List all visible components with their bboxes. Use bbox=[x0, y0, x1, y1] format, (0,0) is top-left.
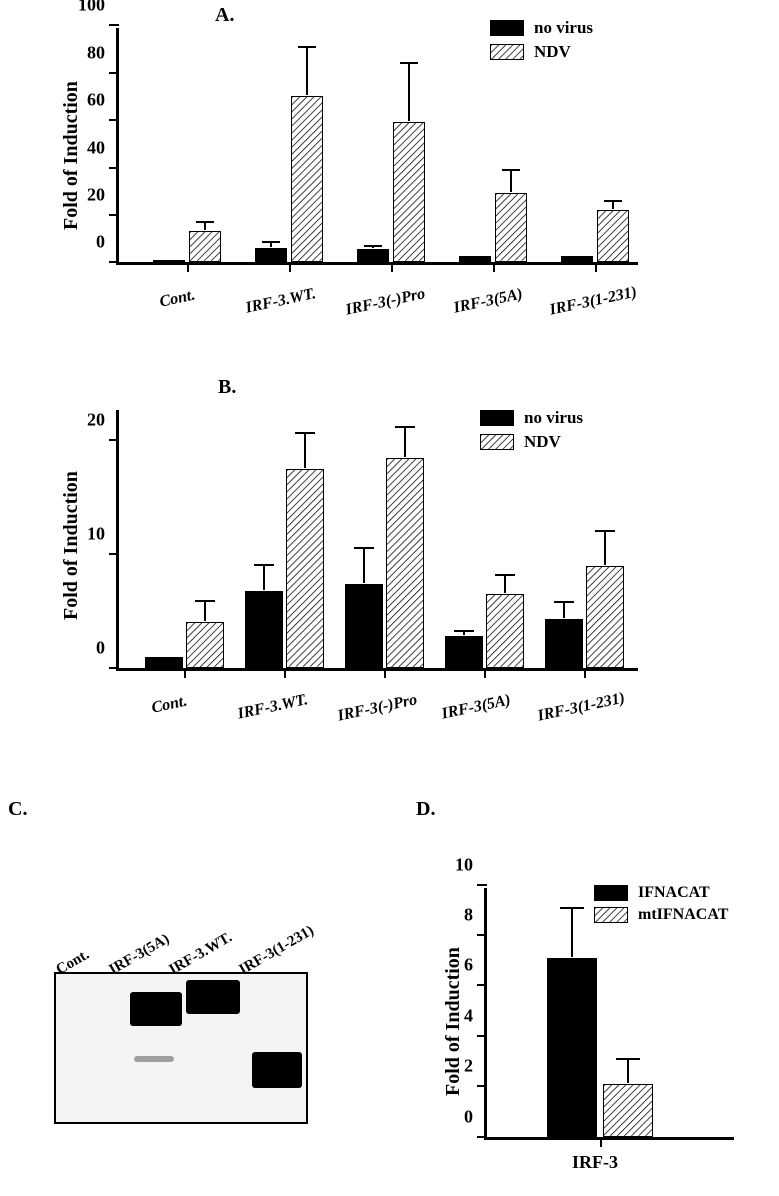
panel-b-chart: 0 10 20 bbox=[116, 410, 638, 671]
bar-5a-novirus bbox=[445, 636, 483, 668]
xlabel: IRF-3(1-231) bbox=[548, 284, 639, 320]
bar-cont-novirus bbox=[153, 260, 185, 262]
ytick-label: 0 bbox=[96, 232, 105, 253]
bar-231-ndv bbox=[586, 566, 624, 668]
blot-band bbox=[186, 980, 240, 1014]
ytick-label: 60 bbox=[87, 90, 105, 111]
ytick-label: 10 bbox=[87, 524, 105, 545]
bar-wt-novirus bbox=[255, 248, 287, 262]
ytick-label: 4 bbox=[464, 1006, 473, 1027]
bar-ifnacat bbox=[547, 958, 597, 1137]
xlabel: Cont. bbox=[150, 693, 189, 718]
bar-pro-ndv bbox=[386, 458, 424, 668]
ytick-label: 80 bbox=[87, 43, 105, 64]
panel-b-ylabel: Fold of Induction bbox=[60, 471, 83, 620]
panel-d-chart: 0 2 4 6 8 10 bbox=[484, 888, 734, 1140]
blot-lane-label: IRF-3(1-231) bbox=[237, 923, 318, 979]
bar-231-novirus bbox=[545, 619, 583, 668]
bar-cont-ndv bbox=[189, 231, 221, 262]
ytick-label: 10 bbox=[455, 855, 473, 876]
panel-d-label: D. bbox=[416, 798, 435, 821]
panel-d-ylabel: Fold of Induction bbox=[442, 947, 465, 1096]
xlabel: IRF-3(1-231) bbox=[536, 690, 627, 726]
ytick-label: 20 bbox=[87, 410, 105, 431]
xlabel: IRF-3.WT. bbox=[244, 285, 318, 317]
ytick-label: 20 bbox=[87, 185, 105, 206]
ytick-label: 100 bbox=[78, 0, 105, 16]
xlabel: Cont. bbox=[158, 287, 197, 312]
xlabel: IRF-3(5A) bbox=[440, 691, 512, 723]
ytick-label: 0 bbox=[464, 1107, 473, 1128]
ytick-label: 2 bbox=[464, 1056, 473, 1077]
bar-wt-ndv bbox=[286, 469, 324, 668]
xlabel: IRF-3(-)Pro bbox=[344, 285, 427, 319]
western-blot bbox=[54, 972, 308, 1124]
ytick-label: 6 bbox=[464, 955, 473, 976]
bar-5a-novirus bbox=[459, 256, 491, 262]
xlabel: IRF-3(5A) bbox=[452, 285, 524, 317]
bar-cont-ndv bbox=[186, 622, 224, 669]
bar-5a-ndv bbox=[495, 193, 527, 262]
bar-wt-novirus bbox=[245, 591, 283, 668]
ytick-label: 0 bbox=[96, 638, 105, 659]
panel-a-ylabel: Fold of Induction bbox=[60, 81, 83, 230]
bar-pro-ndv bbox=[393, 122, 425, 262]
ytick-label: 40 bbox=[87, 138, 105, 159]
bar-231-ndv bbox=[597, 210, 629, 262]
blot-band bbox=[252, 1052, 302, 1088]
bar-pro-novirus bbox=[345, 584, 383, 668]
blot-band-faint bbox=[134, 1056, 174, 1062]
panel-a-label: A. bbox=[215, 4, 234, 27]
panel-d-xlabel: IRF-3 bbox=[572, 1152, 618, 1173]
blot-band bbox=[130, 992, 182, 1026]
panel-a-chart: 0 20 40 60 80 100 bbox=[116, 28, 638, 265]
panel-b-label: B. bbox=[218, 376, 236, 399]
bar-5a-ndv bbox=[486, 594, 524, 668]
xlabel: IRF-3.WT. bbox=[236, 691, 310, 723]
bar-wt-ndv bbox=[291, 96, 323, 262]
figure: A. no virus NDV Fold of Induction 0 20 4… bbox=[0, 0, 779, 1196]
xlabel: IRF-3(-)Pro bbox=[336, 691, 419, 725]
bar-cont-novirus bbox=[145, 657, 183, 668]
bar-pro-novirus bbox=[357, 249, 389, 262]
ytick-label: 8 bbox=[464, 905, 473, 926]
bar-231-novirus bbox=[561, 256, 593, 262]
panel-c-label: C. bbox=[8, 798, 27, 821]
bar-mtifnacat bbox=[603, 1084, 653, 1137]
